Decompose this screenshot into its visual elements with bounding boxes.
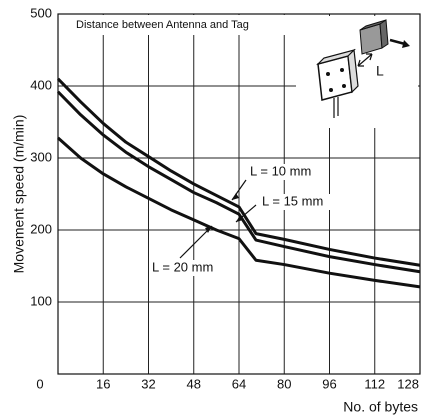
- x-tick-label: 0: [36, 376, 43, 391]
- screw: [342, 84, 346, 88]
- series-label-backdrop: [260, 194, 334, 210]
- distance-arrow: [357, 53, 373, 67]
- x-tick-label: 32: [141, 376, 155, 391]
- y-axis-label: Movement speed (m/min): [11, 115, 27, 274]
- series-label-backdrop: [248, 164, 322, 180]
- chart-title: Distance between Antenna and Tag: [76, 19, 249, 31]
- diagram-label: L: [376, 63, 384, 79]
- series-line: [56, 90, 421, 274]
- screw: [340, 68, 344, 72]
- x-tick-label: 16: [96, 376, 110, 391]
- y-tick-label: 200: [30, 221, 52, 236]
- tag-side: [359, 19, 389, 49]
- label-pointer-head: [236, 215, 243, 222]
- series-line: [57, 136, 421, 289]
- cable: [333, 97, 339, 118]
- screw: [326, 72, 330, 76]
- series-label: L = 20 mm: [152, 259, 213, 274]
- x-tick-label: 48: [187, 376, 201, 391]
- series-line: [56, 77, 421, 267]
- y-tick-label: 400: [30, 77, 52, 92]
- title-backdrop: [70, 15, 290, 35]
- y-tick-label: 100: [30, 293, 52, 308]
- x-tick-label: 112: [364, 376, 385, 391]
- screw: [329, 88, 333, 92]
- x-tick-label: 128: [397, 376, 419, 391]
- label-pointer-head: [205, 226, 212, 233]
- series-label: L = 10 mm: [250, 163, 311, 178]
- y-tick-label: 300: [30, 149, 52, 164]
- move-arrow-head: [402, 40, 410, 48]
- x-tick-label: 80: [277, 376, 291, 391]
- label-pointer: [179, 225, 213, 259]
- antenna-side: [315, 48, 359, 94]
- label-pointer-head: [232, 193, 239, 200]
- diagram-icon: L: [296, 16, 418, 128]
- x-tick-label: 64: [232, 376, 246, 391]
- move-arrow: [389, 38, 406, 46]
- plot-frame: [57, 13, 421, 375]
- x-axis-label: No. of bytes: [343, 399, 418, 415]
- x-tick-label: 96: [322, 376, 336, 391]
- series-label: L = 15 mm: [262, 193, 323, 208]
- y-tick-label: 500: [30, 5, 52, 20]
- series-label-backdrop: [150, 260, 224, 276]
